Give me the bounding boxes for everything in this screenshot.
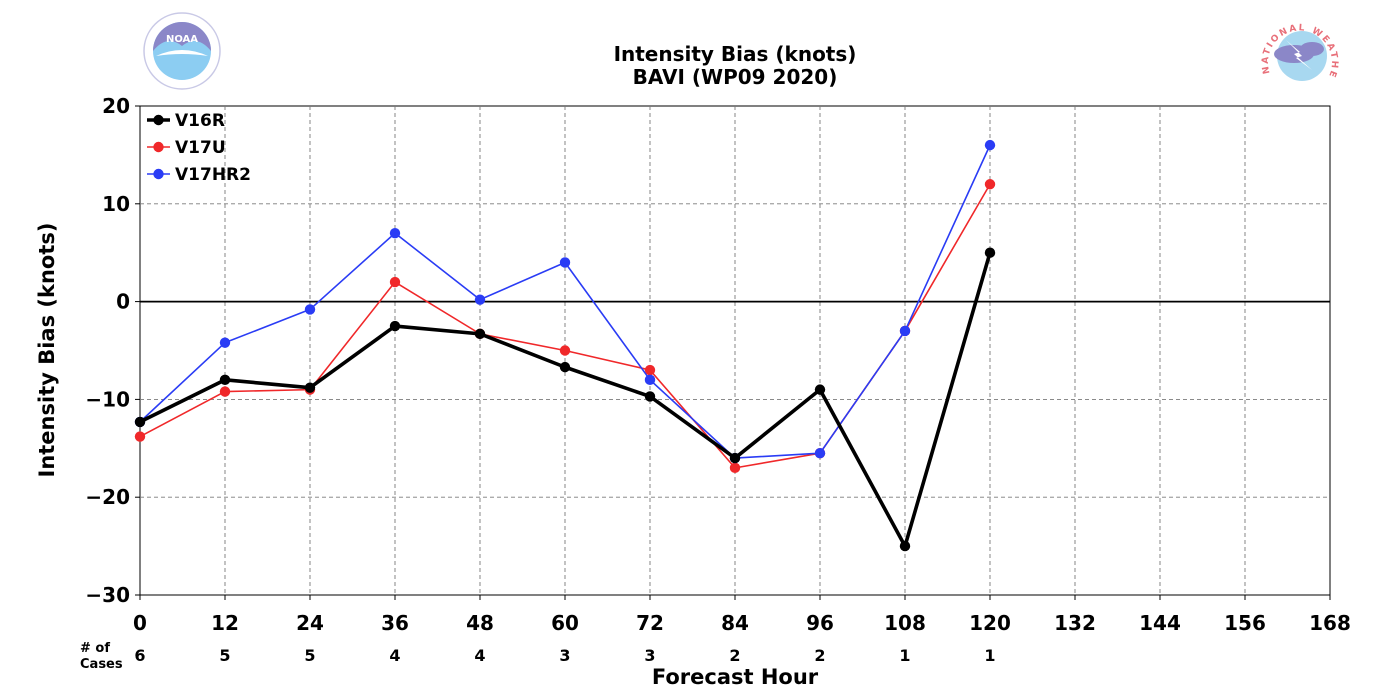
data-point-v17hr2 [304, 304, 316, 315]
legend-item-v17hr2: V17HR2 [147, 165, 251, 185]
chart-title: Intensity Bias (knots) [614, 42, 857, 66]
cases-count: 5 [219, 646, 230, 665]
legend-marker [153, 141, 164, 153]
x-tick-label: 0 [133, 611, 147, 635]
cases-count: 3 [644, 646, 655, 665]
cases-label-line2: Cases [80, 657, 123, 672]
cases-count: 5 [304, 646, 315, 665]
grid-lines [140, 106, 1330, 595]
data-point-v17hr2 [474, 294, 486, 305]
legend-marker [153, 168, 164, 180]
x-tick-label: 72 [636, 611, 664, 635]
series-v16r [134, 247, 996, 552]
y-axis-ticks: −30 −20 −10 0 10 20 [85, 94, 140, 607]
data-point-v17hr2 [559, 257, 571, 268]
y-tick-label: 0 [116, 290, 130, 314]
data-point-v17u [219, 386, 231, 397]
cases-count: 6 [134, 646, 145, 665]
cases-count: 2 [729, 646, 740, 665]
x-tick-label: 36 [381, 611, 409, 635]
x-tick-label: 48 [466, 611, 494, 635]
x-tick-label: 156 [1224, 611, 1266, 635]
x-axis-ticks: 0 12 24 36 48 60 72 84 96 108 120 132 144 156 168 [133, 595, 1351, 635]
data-point-v16r [814, 384, 826, 395]
x-tick-label: 132 [1054, 611, 1096, 635]
data-point-v17hr2 [389, 227, 401, 239]
cases-count: 4 [474, 646, 485, 665]
y-tick-label: −10 [85, 387, 130, 411]
data-point-v16r [474, 328, 486, 340]
data-point-v16r [644, 391, 656, 402]
data-point-v16r [984, 247, 996, 258]
cases-count: 1 [899, 646, 910, 665]
data-point-v16r [899, 540, 911, 552]
cases-row: 6 5 5 4 4 3 3 2 2 1 1 [134, 646, 995, 665]
data-point-v17u [984, 179, 996, 190]
data-point-v17u [644, 364, 656, 376]
legend-item-v16r: V16R [147, 111, 225, 131]
legend-label: V17HR2 [175, 165, 251, 185]
data-point-v16r [389, 320, 401, 332]
series-lines [134, 139, 996, 552]
data-point-v17hr2 [984, 139, 996, 151]
x-tick-label: 12 [211, 611, 239, 635]
x-tick-label: 24 [296, 611, 324, 635]
x-tick-label: 144 [1139, 611, 1181, 635]
legend-marker [153, 114, 164, 126]
data-point-v17hr2 [219, 337, 231, 348]
cases-count: 1 [984, 646, 995, 665]
x-tick-label: 84 [721, 611, 749, 635]
cases-count: 4 [389, 646, 400, 665]
data-point-v16r [134, 416, 146, 428]
noaa-logo: NOAA [143, 12, 221, 90]
y-tick-label: 20 [102, 94, 130, 118]
data-point-v17u [134, 431, 146, 442]
data-point-v17u [559, 345, 571, 356]
y-tick-label: −30 [85, 583, 130, 607]
data-point-v16r [559, 361, 571, 373]
cases-count: 3 [559, 646, 570, 665]
legend-label: V17U [175, 138, 226, 158]
y-axis-title: Intensity Bias (knots) [35, 223, 59, 478]
legend-label: V16R [175, 111, 225, 131]
y-tick-label: −20 [85, 485, 130, 509]
x-tick-label: 168 [1309, 611, 1351, 635]
x-tick-label: 60 [551, 611, 579, 635]
noaa-logo-text: NOAA [166, 34, 198, 45]
legend: V16R V17U V17HR2 [147, 111, 251, 185]
cases-label-line1: # of [80, 641, 110, 656]
cases-count: 2 [814, 646, 825, 665]
data-point-v16r [729, 452, 741, 464]
data-point-v17u [729, 462, 741, 474]
y-tick-label: 10 [102, 192, 130, 216]
data-point-v16r [304, 382, 316, 393]
chart-subtitle: BAVI (WP09 2020) [633, 65, 838, 89]
data-point-v17u [389, 276, 401, 288]
data-point-v16r [219, 374, 231, 386]
x-tick-label: 108 [884, 611, 926, 635]
x-tick-label: 120 [969, 611, 1011, 635]
x-tick-label: 96 [806, 611, 834, 635]
legend-item-v17u: V17U [147, 138, 226, 158]
x-axis-title: Forecast Hour [652, 665, 819, 689]
data-point-v17hr2 [899, 325, 911, 337]
data-point-v17hr2 [814, 447, 826, 459]
data-point-v17hr2 [644, 374, 656, 386]
